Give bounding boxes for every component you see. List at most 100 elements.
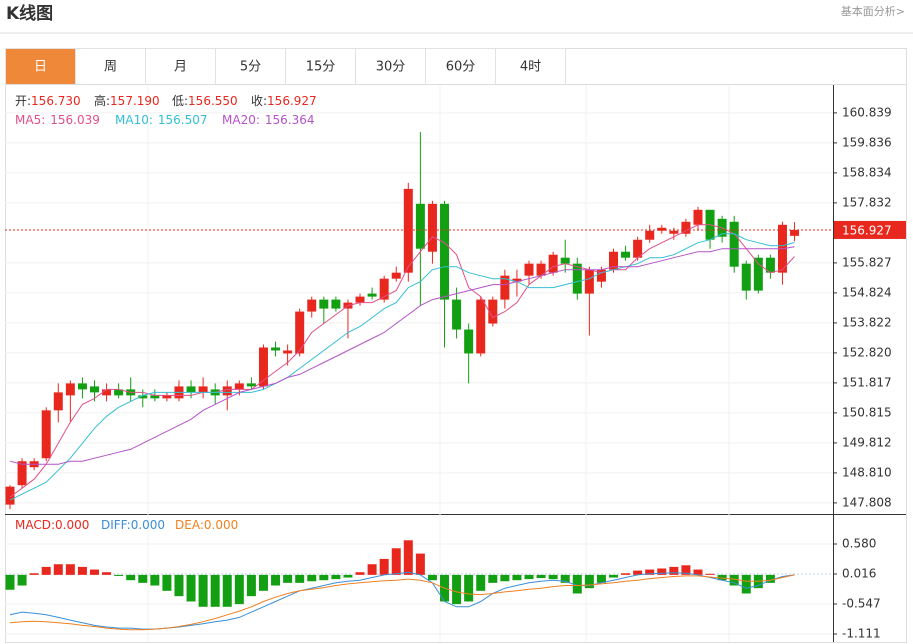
candle-body <box>536 263 546 276</box>
readout: 低:156.550 <box>172 94 238 108</box>
macd-bar <box>427 574 437 581</box>
macd-bar <box>53 564 63 575</box>
candle-body <box>367 293 377 297</box>
macd-bar <box>222 574 232 607</box>
macd-bar <box>488 574 498 583</box>
candle-body <box>753 257 763 291</box>
macd-bar <box>500 574 510 582</box>
tab[interactable] <box>75 48 146 85</box>
macd-bar <box>717 574 727 581</box>
fundamental-link[interactable]: 基本面分析> <box>841 4 905 18</box>
macd-bar <box>295 574 305 583</box>
macd-line <box>9 571 795 630</box>
macd-bar <box>102 572 112 575</box>
candle-body <box>5 486 15 505</box>
macd-bar <box>415 553 425 575</box>
macd-bar <box>186 574 196 602</box>
current-price-label: 156.927 <box>842 223 892 237</box>
tab-label[interactable]: 周 <box>104 60 117 75</box>
macd-bar <box>645 569 655 575</box>
ma-legend: MA10: 156.507 <box>115 113 208 127</box>
macd-bar <box>572 574 582 594</box>
candle-body <box>440 203 450 300</box>
ma-line <box>9 224 795 498</box>
candle-body <box>295 311 305 354</box>
ma-line <box>9 233 795 501</box>
macd-line <box>9 574 795 631</box>
ma-legend-value: 156.507 <box>158 113 208 127</box>
candle-body <box>669 230 679 234</box>
macd-bar <box>657 568 667 575</box>
candle-body <box>584 269 594 294</box>
tab-label[interactable]: 15分 <box>306 60 336 75</box>
chart-title: K线图 <box>6 3 53 24</box>
candle-body <box>138 395 148 399</box>
candle-body <box>186 386 196 393</box>
candle-body <box>500 275 510 300</box>
candle-body <box>234 383 244 390</box>
candle-body <box>319 299 329 309</box>
tab-label[interactable]: 月 <box>174 60 187 75</box>
candle-body <box>596 269 606 282</box>
candle-body <box>560 257 570 264</box>
candle-body <box>657 227 667 231</box>
readout: 开:156.730 <box>15 94 81 108</box>
candle-body <box>198 386 208 393</box>
tab[interactable] <box>355 48 426 85</box>
macd-bar <box>633 570 643 575</box>
tab-label[interactable]: 30分 <box>376 60 406 75</box>
ma-legend-name: MA10: <box>115 113 153 127</box>
tab-label[interactable]: 60分 <box>446 60 476 75</box>
candle-body <box>633 239 643 258</box>
candle-body <box>53 392 63 411</box>
ma-legend-name: MA20: <box>222 113 260 127</box>
candle-body <box>114 389 124 396</box>
macd-bar <box>608 574 618 578</box>
macd-bar <box>65 564 75 575</box>
readout-value: 156.927 <box>267 94 317 108</box>
macd-bar <box>355 572 365 575</box>
readout-value: 156.550 <box>188 94 238 108</box>
y-tick-label: 153.822 <box>842 315 892 329</box>
macd-bar <box>234 574 244 605</box>
macd-bar <box>210 574 220 607</box>
ma-legend: MA5: 156.039 <box>15 113 100 127</box>
candle-body <box>693 209 703 225</box>
readout-name: DIFF: <box>101 518 131 532</box>
candle-body <box>17 461 27 486</box>
candle-body <box>790 229 800 236</box>
candle-body <box>572 263 582 294</box>
candle-body <box>548 254 558 273</box>
ma-legend-value: 156.039 <box>50 113 100 127</box>
macd-bar <box>331 574 341 580</box>
y-tick-label: 160.839 <box>842 105 892 119</box>
macd-bar <box>41 566 51 575</box>
readout-value: 156.730 <box>31 94 81 108</box>
y-tick-label: 159.836 <box>842 135 892 149</box>
candle-body <box>729 221 739 267</box>
macd-bar <box>246 574 256 597</box>
candle-body <box>283 350 293 354</box>
tab[interactable] <box>495 48 566 85</box>
macd-bar <box>174 574 184 597</box>
tab-label[interactable]: 4时 <box>520 60 541 75</box>
macd-bar <box>705 573 715 575</box>
candle-body <box>77 383 87 390</box>
candle-body <box>258 347 268 387</box>
macd-tick-label: -0.547 <box>842 596 881 610</box>
tab-label[interactable]: 日 <box>34 60 47 75</box>
macd-bar <box>307 574 317 582</box>
readout: DIFF:0.000 <box>101 518 165 532</box>
candle-body <box>222 386 232 396</box>
macd-bar <box>681 565 691 575</box>
y-tick-label: 157.832 <box>842 195 892 209</box>
candle-body <box>765 257 775 273</box>
y-tick-label: 158.834 <box>842 165 892 179</box>
macd-bar <box>765 574 775 583</box>
tab-label[interactable]: 5分 <box>240 60 261 75</box>
readout-name: 高: <box>94 93 110 108</box>
macd-bar <box>596 574 606 583</box>
candle-body <box>403 188 413 273</box>
candle-body <box>645 230 655 240</box>
macd-bar <box>524 574 534 580</box>
